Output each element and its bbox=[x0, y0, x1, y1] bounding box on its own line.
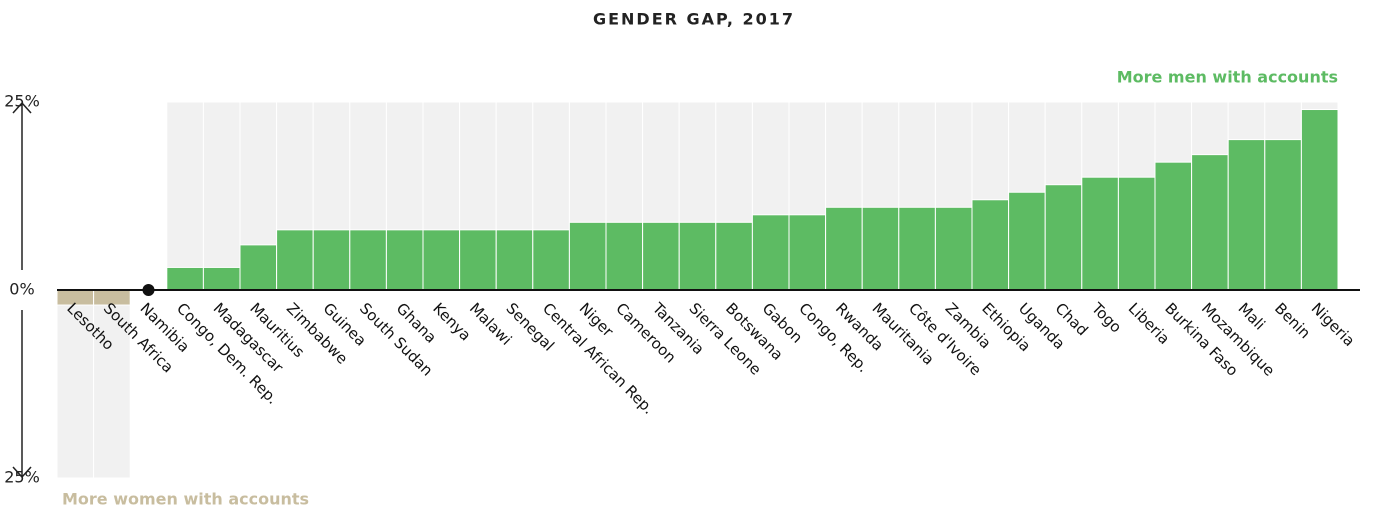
bar bbox=[971, 199, 1010, 291]
bar bbox=[385, 229, 424, 291]
x-tick-label: Togo bbox=[1087, 299, 1125, 337]
bar bbox=[1227, 139, 1266, 291]
bar bbox=[1008, 191, 1046, 291]
bar bbox=[1081, 176, 1119, 291]
bar bbox=[202, 266, 241, 291]
bar bbox=[568, 221, 607, 291]
bar bbox=[422, 229, 461, 291]
bar bbox=[605, 221, 644, 291]
bar bbox=[1264, 139, 1302, 291]
bar bbox=[532, 229, 570, 291]
bar bbox=[1191, 154, 1229, 291]
bar bbox=[349, 229, 387, 291]
bar bbox=[1044, 184, 1083, 291]
y-tick-label: 25% bbox=[4, 92, 40, 111]
bar bbox=[934, 206, 973, 291]
bar bbox=[715, 221, 753, 291]
bar bbox=[678, 221, 717, 291]
chart-title: GENDER GAP, 2017 bbox=[593, 10, 795, 29]
bar bbox=[642, 221, 680, 291]
y-tick-label: 25% bbox=[4, 468, 40, 487]
bar bbox=[495, 229, 534, 291]
column-bg bbox=[56, 289, 95, 479]
column-bg bbox=[166, 101, 204, 291]
column-bg bbox=[93, 289, 131, 479]
bar bbox=[788, 214, 827, 291]
bar bbox=[1117, 176, 1156, 291]
bar bbox=[1154, 161, 1193, 291]
bar bbox=[239, 244, 278, 291]
annotation: More women with accounts bbox=[62, 490, 309, 509]
bar bbox=[312, 229, 351, 291]
bar bbox=[751, 214, 790, 291]
bar bbox=[898, 206, 936, 291]
bar bbox=[825, 206, 863, 291]
bar bbox=[459, 229, 497, 291]
bar bbox=[861, 206, 900, 291]
bar bbox=[1300, 109, 1339, 291]
column-bg bbox=[202, 101, 241, 291]
bar bbox=[166, 266, 204, 291]
axis-arrows bbox=[12, 101, 32, 479]
x-tick-label: Benin bbox=[1271, 299, 1314, 342]
bar bbox=[276, 229, 314, 291]
y-tick-label: 0% bbox=[9, 280, 34, 299]
x-tick-label: Nigeria bbox=[1308, 299, 1359, 350]
annotation: More men with accounts bbox=[1117, 68, 1338, 87]
